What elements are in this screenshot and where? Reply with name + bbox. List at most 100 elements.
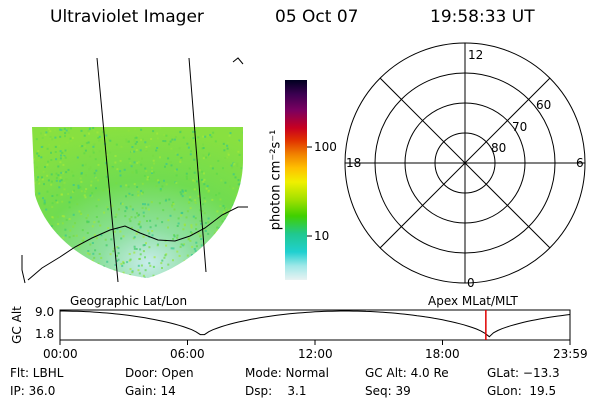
noise-pixel [45,208,48,211]
noise-pixel [196,274,199,277]
noise-pixel [186,142,189,145]
noise-pixel [72,184,75,186]
noise-pixel [145,146,148,148]
noise-pixel [216,226,219,229]
noise-pixel [224,157,227,159]
noise-pixel [200,244,203,247]
noise-pixel [61,151,64,154]
noise-pixel [59,150,62,153]
noise-pixel [228,226,231,229]
noise-pixel [67,127,70,130]
noise-pixel [100,234,103,237]
noise-pixel [200,248,203,251]
noise-pixel [116,227,119,230]
noise-pixel [215,172,218,175]
noise-pixel [41,145,44,148]
noise-pixel [192,137,195,140]
noise-pixel [35,138,38,141]
noise-pixel [64,228,67,231]
noise-pixel [210,272,213,274]
noise-pixel [141,182,144,185]
noise-pixel [117,208,120,211]
info-door: Door: Open [125,366,194,380]
noise-pixel [130,150,133,153]
noise-pixel [133,161,136,164]
noise-pixel [235,248,238,251]
noise-pixel [111,204,114,207]
noise-pixel [121,202,124,205]
noise-pixel [38,224,41,227]
app-title: Ultraviolet Imager [50,7,204,27]
noise-pixel [185,172,188,175]
noise-pixel [181,189,184,192]
mlt-label-18: 18 [346,156,362,170]
noise-pixel [200,238,203,240]
noise-pixel [227,153,230,156]
noise-pixel [135,232,138,235]
noise-pixel [197,151,200,154]
noise-pixel [143,174,146,177]
noise-pixel [136,161,139,164]
altitude-axis-label: GC Alt [10,306,24,344]
noise-pixel [72,213,75,216]
noise-pixel [232,204,235,206]
noise-pixel [122,235,125,238]
noise-pixel [75,234,78,237]
noise-pixel [53,238,56,241]
noise-pixel [217,159,220,162]
noise-pixel [68,206,71,209]
noise-pixel [42,170,45,173]
noise-pixel [57,174,60,177]
noise-pixel [84,145,86,148]
noise-pixel [189,207,192,210]
noise-pixel [242,255,243,258]
noise-pixel [139,248,142,251]
altitude-tick-min: 1.8 [35,327,55,341]
noise-pixel [103,211,106,214]
noise-pixel [137,264,140,267]
noise-pixel [198,158,200,160]
time-tick-1200: 12:00 [298,347,333,361]
noise-pixel [107,208,109,211]
time-tick-0000: 00:00 [43,347,78,361]
noise-pixel [236,164,239,167]
noise-pixel [198,266,201,268]
noise-pixel [185,177,188,180]
noise-pixel [220,179,223,182]
noise-pixel [198,181,201,184]
noise-pixel [93,129,96,132]
noise-pixel [72,225,75,228]
noise-pixel [62,155,65,158]
noise-pixel [142,235,145,238]
noise-pixel [114,161,117,164]
noise-pixel [115,182,118,185]
noise-pixel [161,185,164,188]
altitude-frame [59,309,571,341]
noise-pixel [58,186,61,189]
noise-pixel [65,129,68,132]
noise-pixel [236,162,239,165]
noise-pixel [233,127,236,130]
noise-pixel [149,219,152,222]
noise-pixel [164,140,167,143]
noise-pixel [193,158,196,161]
noise-pixel [119,185,122,188]
noise-pixel [35,248,38,250]
noise-pixel [172,203,175,205]
noise-pixel [131,171,134,174]
noise-pixel [71,257,74,260]
noise-pixel [88,128,91,131]
noise-pixel [182,228,185,231]
noise-pixel [195,245,198,248]
noise-pixel [150,201,153,204]
noise-pixel [50,180,53,183]
noise-pixel [33,242,36,244]
noise-pixel [203,178,206,181]
noise-pixel [49,137,52,140]
noise-pixel [142,211,145,214]
noise-pixel [142,203,144,206]
noise-pixel [135,248,138,250]
noise-pixel [202,143,204,146]
noise-pixel [240,204,243,207]
noise-pixel [108,272,111,275]
